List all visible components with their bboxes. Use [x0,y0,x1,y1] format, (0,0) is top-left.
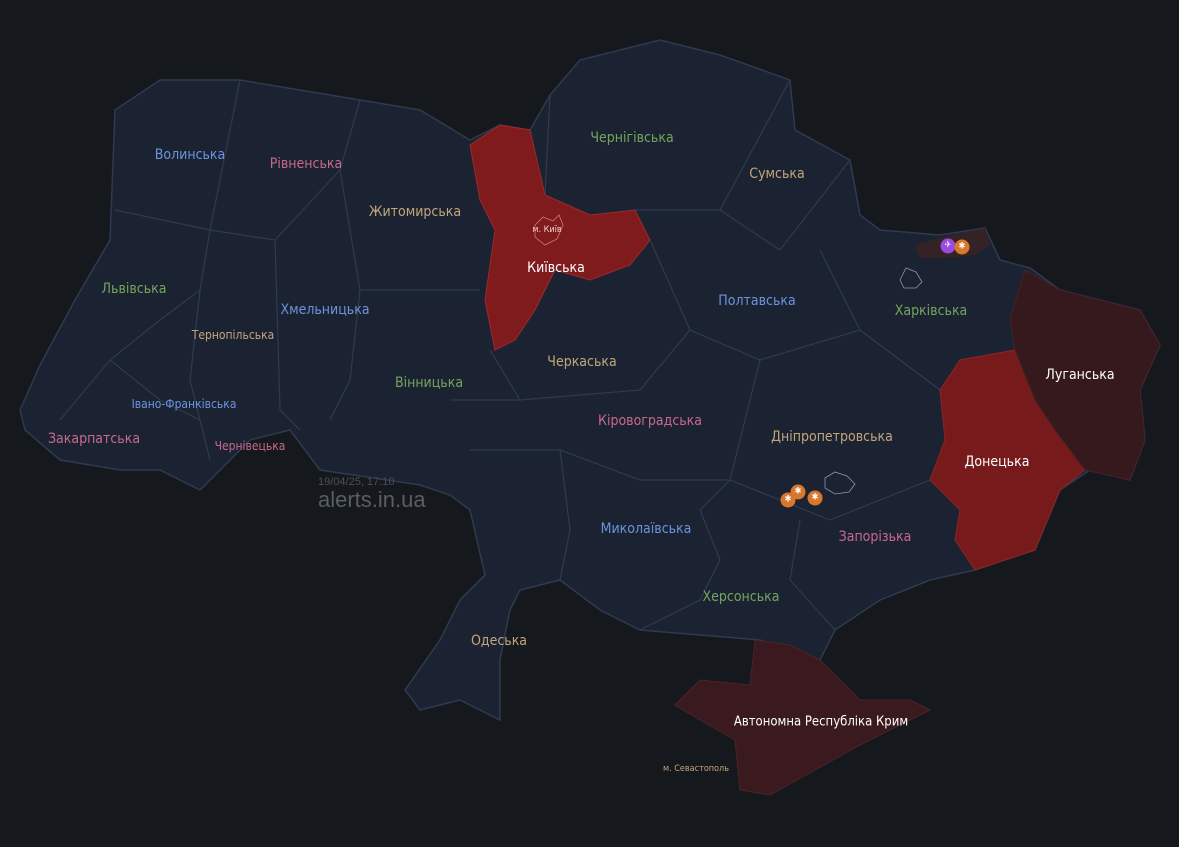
region-label: Хмельницька [280,302,370,318]
drone-icon[interactable]: ✱ [954,239,970,255]
region-label: Одеська [470,633,528,649]
brand-watermark: alerts.in.ua [318,487,426,512]
region-label: Івано-Франківська [131,397,237,411]
region-label: м. Севастополь [663,764,729,774]
region-borders [59,79,941,631]
region-label: Чернігівська [590,130,674,146]
kharkiv-city-outline [899,267,923,289]
timestamp: 19/04/25, 17:10 [318,476,395,488]
region-label: Рівненська [269,156,343,172]
region-label: Харківська [894,303,968,319]
region-luhanska[interactable] [1009,269,1161,481]
region-label: Львівська [101,281,167,297]
region-label: Полтавська [718,293,796,309]
region-crimea[interactable] [674,639,932,796]
region-label: Черкаська [547,354,617,370]
region-label: Запорізька [838,529,912,545]
region-label: Київська [527,260,585,276]
region-label: Житомирська [368,204,462,220]
kakhovka-reservoir-outline [824,471,856,495]
region-label: Закарпатська [47,431,141,447]
region-label: Дніпропетровська [771,429,893,445]
drone-icon[interactable]: ✱ [807,490,823,506]
region-label: Миколаївська [600,521,692,537]
drone-icon[interactable]: ✱ [790,484,806,500]
region-label: Чернівецька [214,439,286,453]
region-label: Вінницька [394,375,464,391]
region-label: Херсонська [702,589,780,605]
region-label: Луганська [1045,367,1115,383]
region-kyiv-city[interactable] [534,214,564,246]
region-kyivska[interactable] [469,124,651,351]
region-label: Волинська [154,147,226,163]
region-label: Кіровоградська [598,413,702,429]
region-label: м. Київ [532,225,562,235]
region-label: Донецька [964,454,1030,470]
region-label: Тернопільська [191,328,275,342]
missile-icon[interactable]: ✈ [940,238,956,254]
region-label: Автономна Республіка Крим [733,714,909,730]
region-label: Сумська [749,166,805,182]
